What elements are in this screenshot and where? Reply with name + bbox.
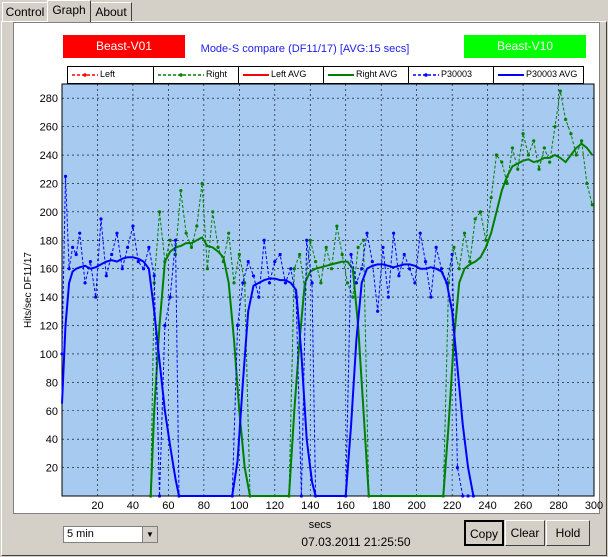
range-select-value: 5 min (67, 528, 94, 540)
tab-about[interactable]: About (90, 2, 132, 21)
chevron-down-icon[interactable]: ▼ (142, 527, 157, 542)
legend-item-left-avg: Left AVG (239, 67, 324, 83)
timestamp: 07.03.2011 21:25:50 (301, 535, 411, 549)
legend-label: Right (206, 69, 228, 79)
tab-graph[interactable]: Graph (47, 0, 91, 22)
right-receiver-status: Beast-V10 (464, 35, 586, 58)
clear-button[interactable]: Clear (505, 520, 545, 546)
tab-strip: Control Graph About (0, 0, 608, 22)
legend-item-right-avg: Right AVG (324, 67, 409, 83)
legend-item-right: Right (154, 67, 239, 83)
legend-label: Left AVG (271, 69, 307, 79)
legend-item-p30003: P30003 (409, 67, 494, 83)
legend-label: Left (100, 69, 116, 79)
graph-panel (1, 21, 607, 556)
tab-control[interactable]: Control (2, 2, 48, 21)
hold-button[interactable]: Hold (546, 520, 590, 546)
chart-frame (13, 22, 600, 514)
legend-label: Right AVG (356, 69, 398, 79)
chart-legend: Left Right Left AVG Right AVG P30003 P30… (67, 66, 584, 84)
legend-label: P30003 (441, 69, 473, 79)
x-axis-label: secs (308, 519, 332, 531)
legend-item-p30003-avg: P30003 AVG (494, 67, 583, 83)
chart-subtitle: Mode-S compare (DF11/17) [AVG:15 secs] (200, 43, 410, 55)
copy-button[interactable]: Copy (464, 520, 504, 546)
range-select[interactable]: 5 min ▼ (63, 526, 158, 543)
left-receiver-status: Beast-V01 (63, 35, 185, 58)
legend-item-left: Left (68, 67, 154, 83)
legend-label: P30003 AVG (526, 69, 578, 79)
